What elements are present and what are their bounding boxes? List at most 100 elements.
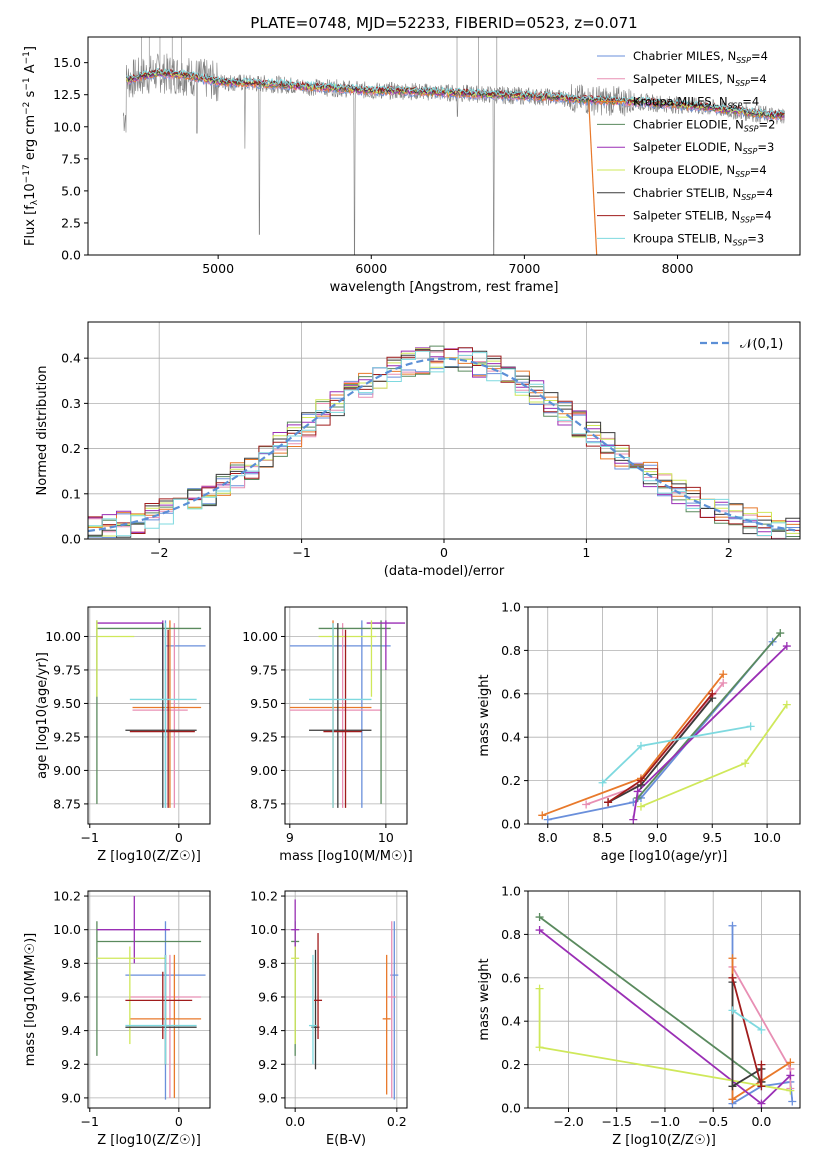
- x-tick-label: 5000: [202, 261, 234, 276]
- y-tick-label: 9.4: [258, 1023, 278, 1038]
- marker: [728, 921, 737, 930]
- y-tick-label: 1.0: [501, 600, 521, 615]
- marker: [636, 741, 645, 750]
- y-tick-label: 0.6: [501, 686, 521, 701]
- marker: [535, 1043, 544, 1052]
- x-tick-label: 0: [440, 545, 448, 560]
- x-tick-label: 9.5: [702, 830, 722, 845]
- model-spectrum-kroupa-stelib: [125, 67, 785, 117]
- axes-frame: [87, 321, 801, 540]
- histogram-salpeter-stelib: [88, 347, 800, 539]
- x-tick-label: 9: [286, 830, 294, 845]
- y-tick-label: 9.8: [258, 956, 278, 971]
- normal-curve: [87, 357, 801, 533]
- marker: [757, 1060, 766, 1069]
- y-tick-label: 8.75: [250, 796, 278, 811]
- axes-frame: [87, 36, 801, 256]
- marker: [788, 1097, 797, 1106]
- x-tick-label: 0.2: [387, 1114, 407, 1129]
- y-tick-label: 12.5: [53, 87, 81, 102]
- y-tick-label: 0.1: [61, 486, 81, 501]
- marker: [741, 759, 750, 768]
- x-tick-label: −2: [150, 545, 168, 560]
- y-tick-label: 9.8: [61, 956, 81, 971]
- y-tick-label: 7.5: [61, 151, 81, 166]
- y-tick-label: 10.00: [242, 629, 278, 644]
- y-tick-label: 9.6: [61, 989, 81, 1004]
- y-tick-label: 15.0: [53, 55, 81, 70]
- y-tick-label: 0.4: [501, 1014, 521, 1029]
- axes-frame: [284, 890, 408, 1109]
- legend-label: Salpeter ELODIE, NSSP=3: [633, 140, 774, 156]
- legend-label: 𝒩(0,1): [740, 337, 783, 352]
- x-tick-label: 0: [175, 830, 183, 845]
- y-axis-label: Flux [fλ10−17 erg cm−2 s−1 A−1]: [22, 46, 40, 246]
- series-chabrier-miles: [547, 641, 774, 821]
- marker: [633, 787, 642, 796]
- y-tick-label: 10.0: [53, 922, 81, 937]
- marker: [757, 1099, 766, 1108]
- legend-label: Salpeter STELIB, NSSP=4: [633, 209, 772, 225]
- marker: [728, 1006, 737, 1015]
- marker: [746, 722, 755, 731]
- x-tick-label: −2.0: [553, 1114, 583, 1129]
- marker: [782, 642, 791, 651]
- x-tick-label: −1: [81, 830, 99, 845]
- marker: [636, 802, 645, 811]
- x-axis-label: Z [log10(Z/Z☉)]: [97, 849, 201, 864]
- y-tick-label: 0.0: [501, 817, 521, 832]
- marker: [582, 800, 591, 809]
- y-tick-label: 1.0: [501, 884, 521, 899]
- marker: [598, 778, 607, 787]
- y-tick-label: 10.2: [250, 889, 278, 904]
- legend-label: Chabrier STELIB, NSSP=4: [633, 186, 773, 202]
- y-tick-label: 0.4: [501, 730, 521, 745]
- marker: [708, 689, 717, 698]
- y-tick-label: 2.5: [61, 215, 81, 230]
- y-axis-label: Normed distribution: [35, 366, 50, 496]
- y-tick-label: 9.00: [250, 763, 278, 778]
- marker: [757, 1025, 766, 1034]
- marker: [786, 1058, 795, 1067]
- x-tick-label: 10.0: [753, 830, 781, 845]
- x-axis-label: Z [log10(Z/Z☉)]: [97, 1133, 201, 1148]
- y-tick-label: 9.0: [61, 1090, 81, 1105]
- y-axis-label: age [log10(age/yr)]: [35, 652, 50, 779]
- marker: [535, 984, 544, 993]
- marker: [604, 798, 613, 807]
- axes-frame: [527, 606, 801, 825]
- marker: [776, 629, 785, 638]
- y-tick-label: 10.0: [250, 922, 278, 937]
- y-tick-label: 8.75: [53, 796, 81, 811]
- legend-label: Kroupa ELODIE, NSSP=4: [633, 163, 767, 179]
- x-axis-label: E(B-V): [326, 1133, 366, 1148]
- y-tick-label: 0.0: [501, 1101, 521, 1116]
- x-tick-label: 1: [582, 545, 590, 560]
- axes-frame: [527, 890, 801, 1109]
- marker: [719, 670, 728, 679]
- y-tick-label: 0.6: [501, 970, 521, 985]
- x-tick-label: 6000: [355, 261, 387, 276]
- legend-label: Chabrier MILES, NSSP=4: [633, 49, 768, 65]
- marker: [719, 678, 728, 687]
- axes-weight_vs_age: 8.0 8.5 9.0 9.5 10.0 0.0 0.2 0.4 0.6 0.8 1.0 age [l…: [477, 600, 801, 864]
- marker: [757, 1082, 766, 1091]
- x-axis-label: age [log10(age/yr)]: [601, 849, 728, 864]
- y-tick-label: 10.00: [45, 629, 81, 644]
- series-kroupa-miles: [541, 673, 724, 817]
- y-axis-label: mass weight: [477, 674, 492, 756]
- x-axis-label: (data-model)/error: [384, 564, 505, 579]
- series-chabrier-elodie: [637, 632, 781, 799]
- x-tick-label: −1: [81, 1114, 99, 1129]
- y-tick-label: 0.8: [501, 927, 521, 942]
- y-tick-label: 0.2: [61, 441, 81, 456]
- y-tick-label: 9.0: [258, 1090, 278, 1105]
- x-tick-label: −1: [292, 545, 310, 560]
- x-tick-label: 2: [725, 545, 733, 560]
- x-tick-label: −0.5: [698, 1114, 728, 1129]
- axes-residuals: −2 −1 0 1 2 0.0 0.1 0.2 0.3 0.4 (data-model)/error…: [35, 321, 801, 579]
- y-axis-label: mass [log10(M/M☉)]: [23, 933, 38, 1066]
- x-axis-label: wavelength [Angstrom, rest frame]: [330, 280, 559, 295]
- x-tick-label: 0.0: [751, 1114, 771, 1129]
